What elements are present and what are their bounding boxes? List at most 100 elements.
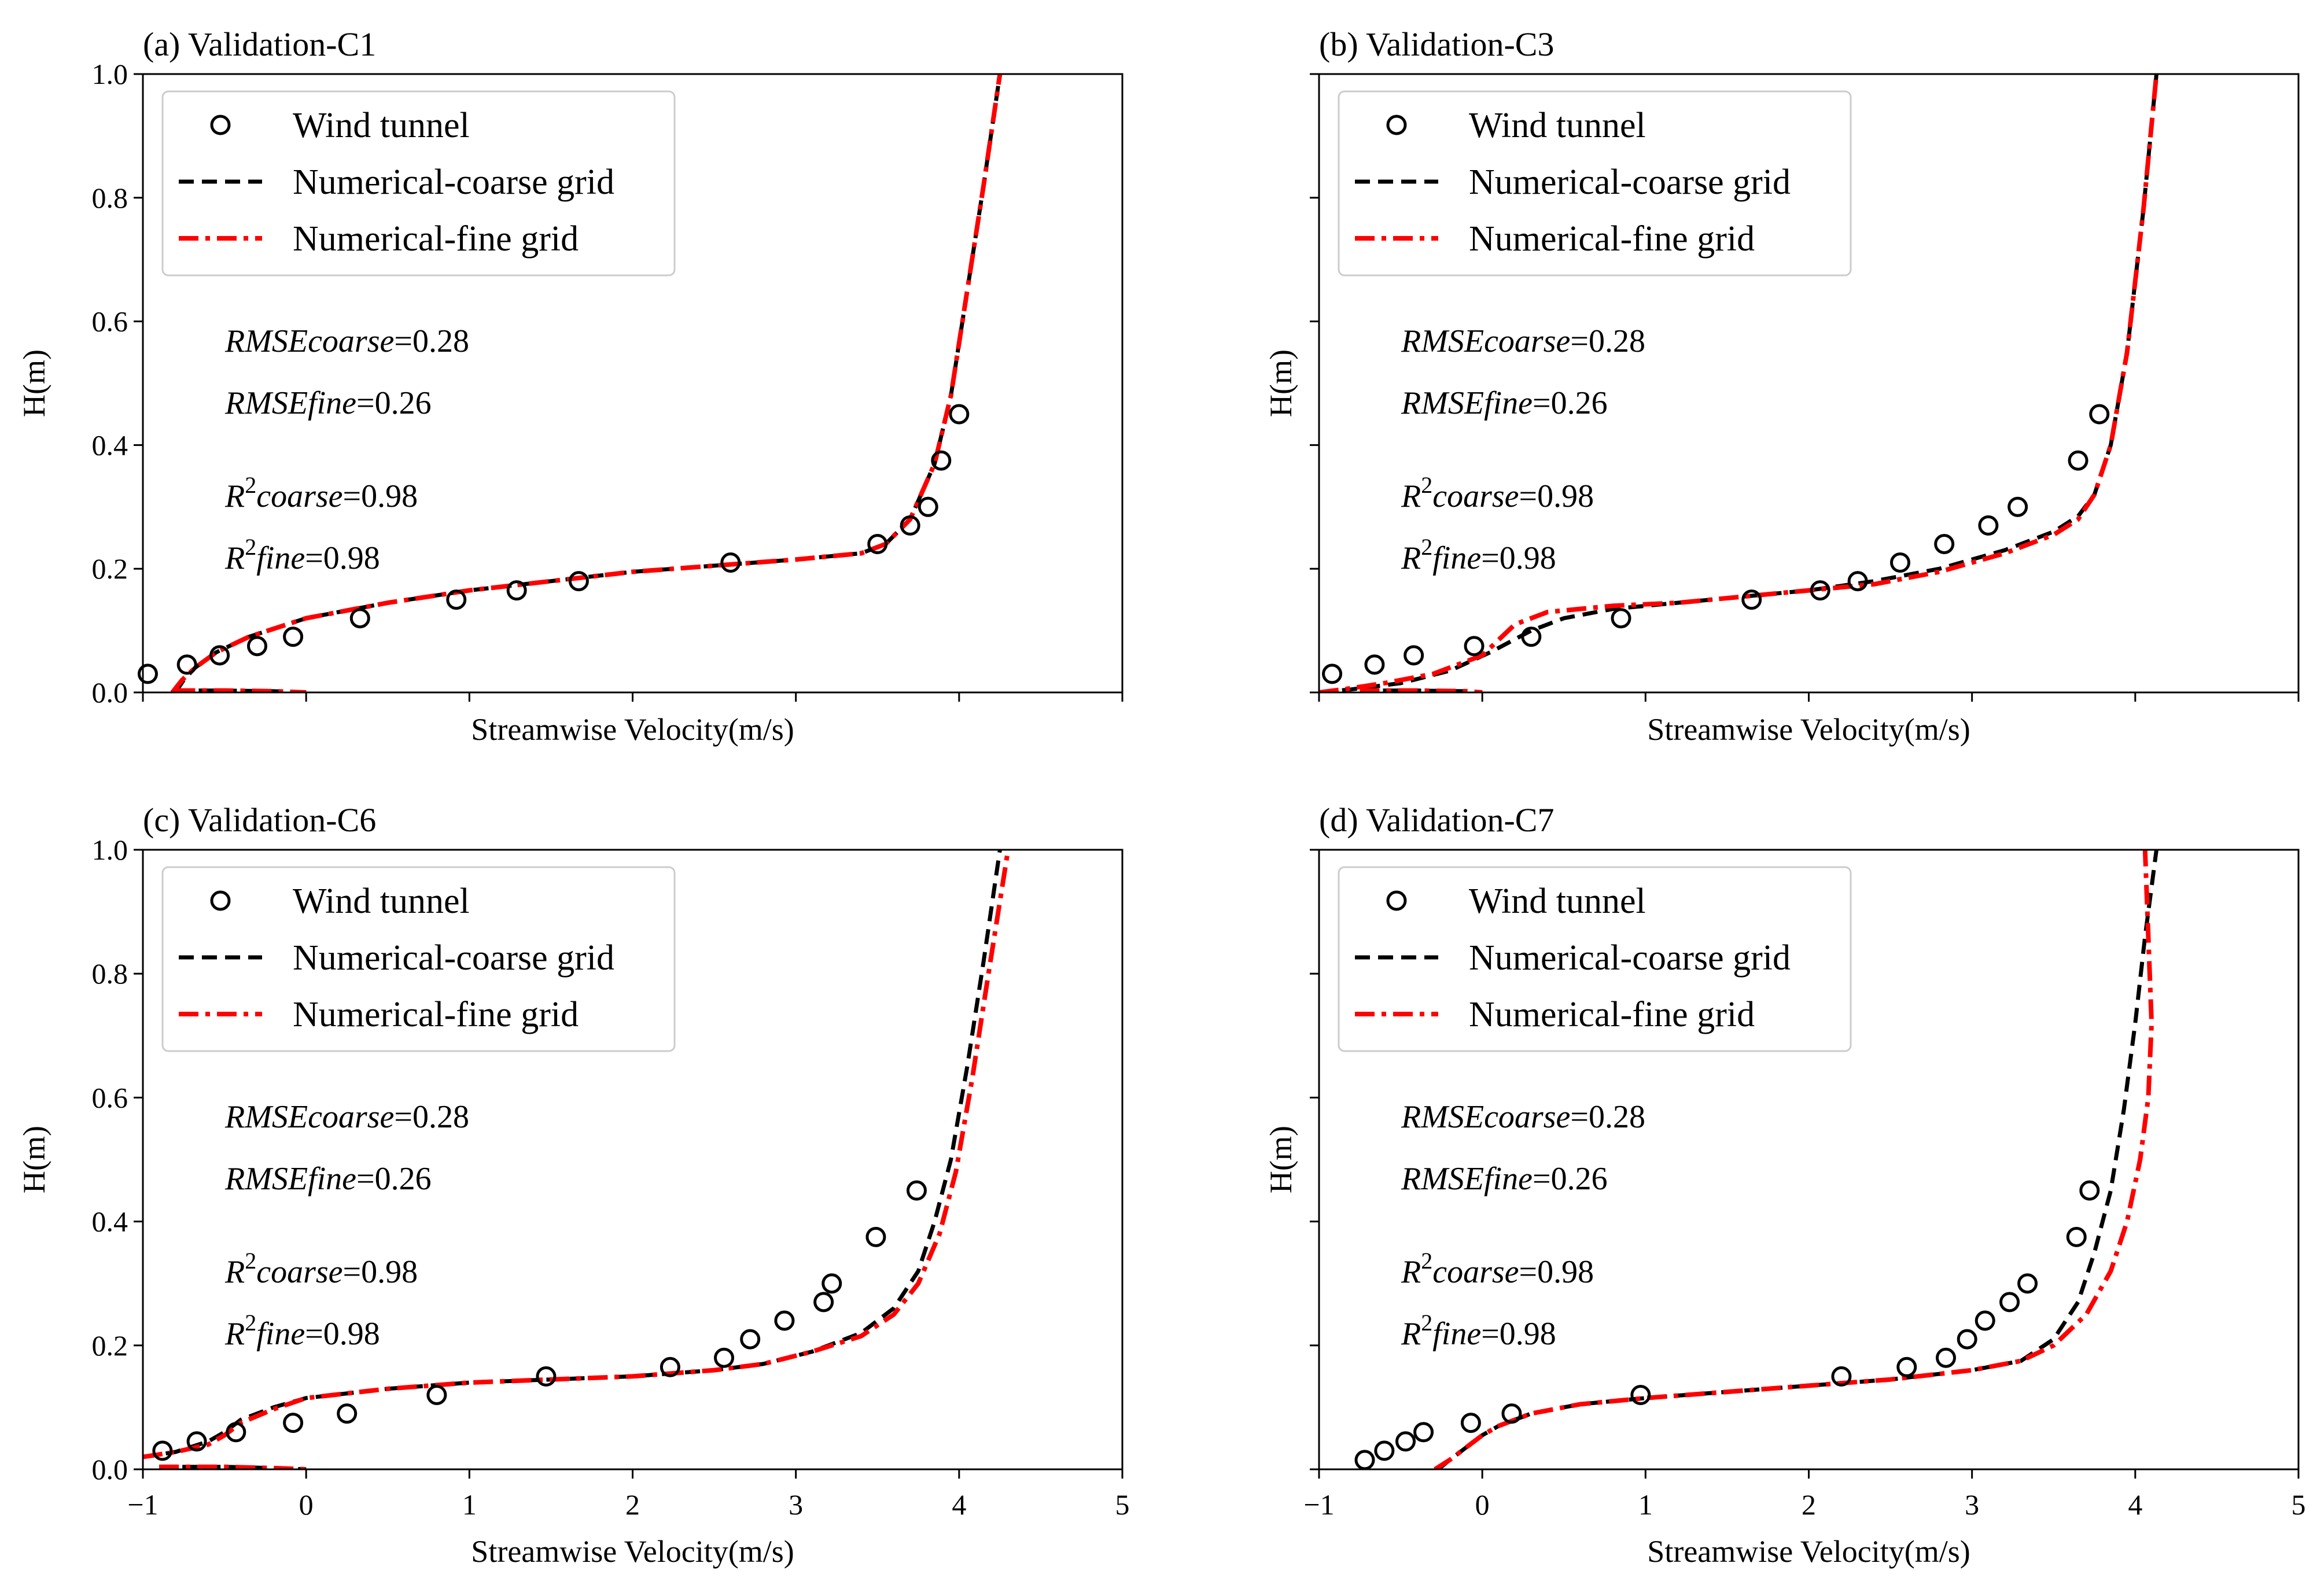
x-tick-label: −1 xyxy=(127,1488,158,1521)
wind-tunnel-point xyxy=(1354,1450,1375,1470)
r2-coarse-text: R2coarse=0.98 xyxy=(1401,1248,1594,1290)
legend-marker-wind-tunnel xyxy=(1386,115,1407,135)
x-tick-label: 1 xyxy=(462,1488,477,1521)
wind-tunnel-point xyxy=(1957,1329,1977,1350)
y-tick-label: 0.2 xyxy=(92,552,128,585)
r2-fine-text: R2fine=0.98 xyxy=(224,534,380,576)
y-axis-label: H(m) xyxy=(1264,349,1298,417)
x-tick-label: 3 xyxy=(789,1488,803,1521)
wind-tunnel-point xyxy=(1999,1292,2020,1313)
y-tick-label: 0.8 xyxy=(92,182,128,214)
legend-marker-wind-tunnel xyxy=(1386,890,1407,911)
wind-tunnel-point xyxy=(1936,1347,1957,1368)
wind-tunnel-point xyxy=(720,552,741,573)
legend-label-coarse: Numerical-coarse grid xyxy=(1469,938,1791,978)
axes-frame xyxy=(1318,73,2300,694)
panel-title: (a) Validation-C1 xyxy=(143,25,376,63)
fine-grid-line xyxy=(143,850,1011,1459)
panel-1: (a) Validation-C1 0.0 0.2 0.4 0.6 0.8 1.0 Strea… xyxy=(17,25,1123,747)
legend-box xyxy=(161,90,676,277)
legend-marker-wind-tunnel xyxy=(210,115,231,135)
wind-tunnel-point xyxy=(209,645,230,666)
rmse-coarse-text: RMSEcoarse=0.28 xyxy=(224,1099,469,1135)
y-tick-label: 0.0 xyxy=(92,1453,128,1486)
x-tick-label: 2 xyxy=(1802,1488,1816,1521)
wind-tunnel-point xyxy=(1611,608,1631,629)
legend-box xyxy=(1338,866,1852,1052)
x-axis-label: Streamwise Velocity(m/s) xyxy=(1647,1534,1970,1569)
legend-label-coarse: Numerical-coarse grid xyxy=(1469,163,1791,202)
legend-label-coarse: Numerical-coarse grid xyxy=(293,938,614,978)
wind-tunnel-point xyxy=(1404,645,1424,666)
x-tick-label: 4 xyxy=(2128,1488,2142,1521)
r2-coarse-text: R2coarse=0.98 xyxy=(224,1248,418,1290)
wind-tunnel-point xyxy=(506,580,527,601)
wind-tunnel-point xyxy=(349,608,370,629)
wind-tunnel-point xyxy=(740,1329,761,1350)
plot-area xyxy=(170,74,1003,692)
wind-tunnel-point xyxy=(822,1273,842,1294)
wind-tunnel-point xyxy=(1374,1440,1395,1461)
wind-tunnel-point xyxy=(176,654,197,675)
wind-tunnel-point xyxy=(1975,1310,1995,1331)
x-tick-label: 3 xyxy=(1965,1488,1979,1521)
wind-tunnel-point xyxy=(1464,636,1484,657)
legend-label-wind: Wind tunnel xyxy=(1469,106,1646,145)
legend: Wind tunnel Numerical-coarse grid Numerica… xyxy=(161,90,676,277)
x-tick-label: 0 xyxy=(299,1488,314,1521)
legend-label-wind: Wind tunnel xyxy=(293,106,470,145)
rmse-fine-text: RMSEfine=0.26 xyxy=(224,385,432,421)
wind-tunnel-point xyxy=(568,571,589,592)
wind-tunnel-point xyxy=(283,626,304,647)
x-tick-label: 2 xyxy=(625,1488,640,1521)
r2-coarse-text: R2coarse=0.98 xyxy=(1401,472,1594,514)
wind-tunnel-point xyxy=(186,1431,207,1452)
wind-tunnel-point xyxy=(1395,1431,1416,1452)
x-axis-label: Streamwise Velocity(m/s) xyxy=(471,712,794,747)
r2-fine-text: R2fine=0.98 xyxy=(1401,534,1556,576)
legend-label-coarse: Numerical-coarse grid xyxy=(293,163,614,202)
wind-tunnel-point xyxy=(2066,1226,2087,1247)
rmse-fine-text: RMSEfine=0.26 xyxy=(224,1161,432,1197)
wind-tunnel-point xyxy=(283,1413,304,1433)
legend-label-fine: Numerical-fine grid xyxy=(293,995,579,1034)
y-tick-label: 0.0 xyxy=(92,676,128,709)
wind-tunnel-point xyxy=(152,1440,173,1461)
fine-grid-line xyxy=(1319,74,2159,692)
panel-title: (b) Validation-C3 xyxy=(1319,25,1554,63)
wind-tunnel-point xyxy=(247,636,268,657)
legend-box xyxy=(1338,90,1852,277)
wind-tunnel-point xyxy=(337,1403,358,1424)
wind-tunnel-point xyxy=(906,1180,927,1201)
r2-coarse-text: R2coarse=0.98 xyxy=(224,472,418,514)
y-tick-label: 1.0 xyxy=(92,58,128,90)
rmse-fine-text: RMSEfine=0.26 xyxy=(1401,385,1608,421)
wind-tunnel-point xyxy=(446,589,467,610)
fine-grid-line xyxy=(170,74,1003,692)
plot-area xyxy=(1319,74,2159,692)
r2-fine-text: R2fine=0.98 xyxy=(224,1310,380,1352)
rmse-coarse-text: RMSEcoarse=0.28 xyxy=(1401,323,1645,359)
wind-tunnel-point xyxy=(226,1422,246,1443)
wind-tunnel-point xyxy=(1890,552,1911,573)
wind-tunnel-point xyxy=(918,496,938,517)
wind-tunnel-point xyxy=(426,1384,447,1405)
coarse-grid-line xyxy=(175,688,307,692)
wind-tunnel-point xyxy=(660,1357,680,1377)
wind-tunnel-point xyxy=(1322,664,1343,684)
y-axis-label: H(m) xyxy=(17,1126,51,1193)
wind-tunnel-point xyxy=(1364,654,1385,675)
fine-grid-line xyxy=(1360,688,1483,692)
legend: Wind tunnel Numerical-coarse grid Numerica… xyxy=(161,866,676,1052)
wind-tunnel-point xyxy=(865,1226,886,1247)
rmse-coarse-text: RMSEcoarse=0.28 xyxy=(1401,1099,1645,1135)
y-tick-label: 0.6 xyxy=(92,305,128,338)
x-axis-label: Streamwise Velocity(m/s) xyxy=(471,1534,794,1569)
y-tick-label: 0.4 xyxy=(92,1206,128,1238)
legend-label-fine: Numerical-fine grid xyxy=(1469,219,1755,259)
wind-tunnel-point xyxy=(1413,1422,1434,1443)
x-tick-label: 5 xyxy=(1115,1488,1130,1521)
y-tick-label: 0.6 xyxy=(92,1081,128,1114)
panel-title: (d) Validation-C7 xyxy=(1319,801,1554,839)
